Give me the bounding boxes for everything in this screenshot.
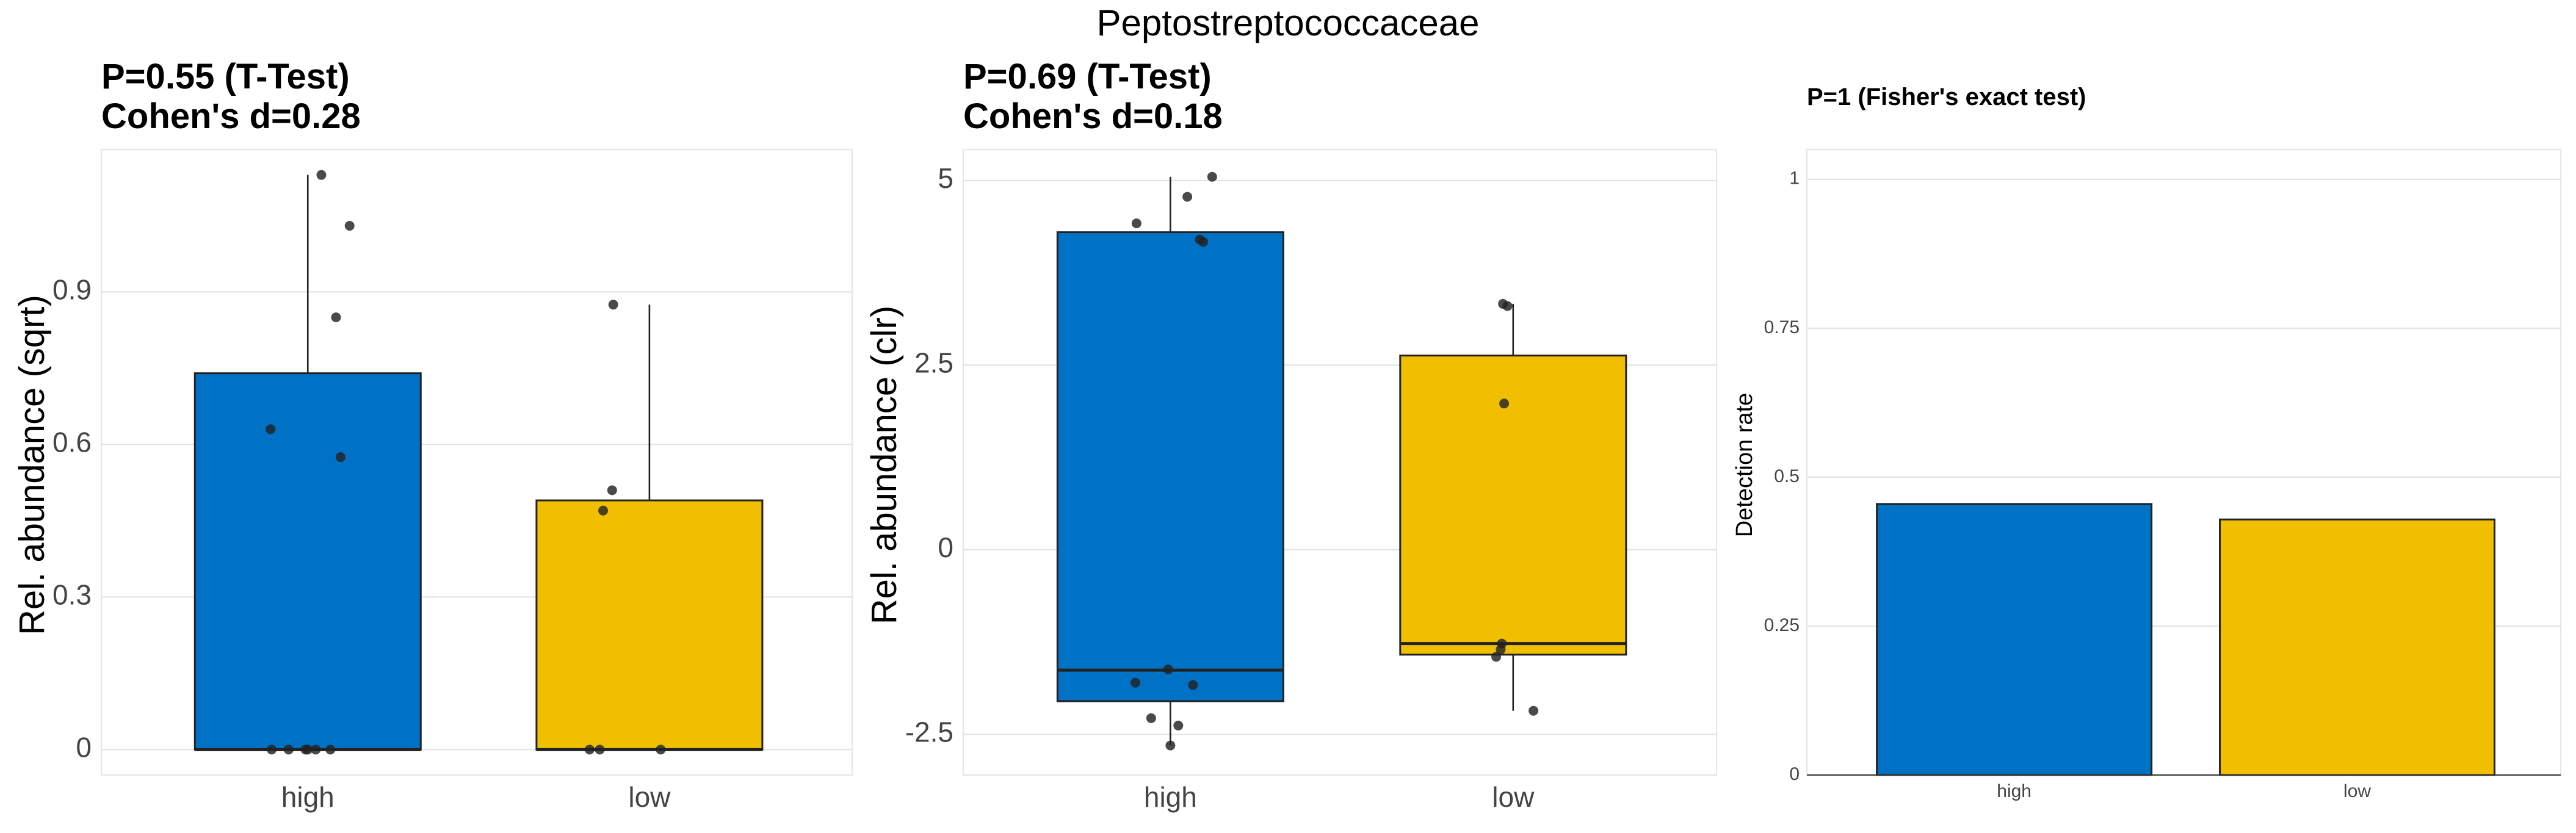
panel1-plot-area xyxy=(100,148,853,776)
panel1-data-point xyxy=(656,745,666,755)
panel2-y-tick-label: 5 xyxy=(938,162,953,194)
panel2-data-point xyxy=(1499,398,1510,409)
panel1-y-tick-label: 0.6 xyxy=(52,426,92,458)
panel2-data-point xyxy=(1529,705,1539,716)
panel-detection-rate: P=1 (Fisher's exact test) Detection rate… xyxy=(1732,84,2562,801)
panel3-y-tick-label: 0.75 xyxy=(1764,317,1800,337)
panel2-p-value: P=0.69 (T-Test) xyxy=(963,57,1212,96)
panel2-data-point xyxy=(1163,664,1173,674)
panel3-bar-high xyxy=(1876,503,2153,776)
panel2-marks xyxy=(1056,171,1627,751)
panel1-data-point xyxy=(267,745,277,755)
panel2-data-point xyxy=(1502,301,1513,311)
panel1-data-point xyxy=(331,312,341,322)
panel1-data-point xyxy=(344,221,355,231)
panel2-x-tick-label: high xyxy=(1144,781,1197,813)
panel3-y-tick-label: 0.25 xyxy=(1764,615,1800,635)
panel1-p-value: P=0.55 (T-Test) xyxy=(101,57,350,96)
panel2-x-ticks: high low xyxy=(1144,781,1535,813)
panel-clr-boxplot: P=0.69 (T-Test) Cohen's d=0.18 Rel. abun… xyxy=(864,57,1718,813)
panel2-y-tick-label: 2.5 xyxy=(914,347,953,379)
panel3-bar-low xyxy=(2219,518,2496,776)
panel3-x-tick-label: high xyxy=(1997,781,2031,801)
panel1-y-tick-label: 0.3 xyxy=(52,579,92,610)
panel2-y-tick-label: -2.5 xyxy=(905,716,953,748)
panel1-data-point xyxy=(266,424,276,435)
panel3-y-tick-label: 1 xyxy=(1789,168,1800,189)
panel2-cohens-d: Cohen's d=0.18 xyxy=(963,96,1223,136)
panel1-data-point xyxy=(598,505,609,516)
panel2-data-point xyxy=(1496,644,1506,655)
panel1-y-tick-label: 0 xyxy=(76,731,92,763)
panel2-plot-area xyxy=(962,148,1718,776)
panel2-data-point xyxy=(1131,677,1140,688)
panel2-data-point xyxy=(1182,192,1193,202)
panel3-y-tick-label: 0 xyxy=(1789,764,1800,784)
panel1-y-axis-label: Rel. abundance (sqrt) xyxy=(12,295,52,635)
panel1-marks xyxy=(194,170,764,755)
panel1-data-point xyxy=(311,745,321,755)
panel3-fisher-test: P=1 (Fisher's exact test) xyxy=(1807,84,2086,110)
panel2-data-point xyxy=(1198,237,1208,247)
panel2-data-point xyxy=(1131,218,1141,229)
panel1-data-point xyxy=(316,170,327,180)
panel1-x-tick-label: low xyxy=(628,781,671,813)
panel2-box-low xyxy=(1399,355,1627,656)
panel2-y-axis-label: Rel. abundance (clr) xyxy=(864,306,904,624)
panel1-data-point xyxy=(608,300,618,310)
panel2-data-point xyxy=(1207,171,1217,182)
panel2-data-point xyxy=(1165,740,1176,751)
panel1-data-point xyxy=(303,745,313,755)
panel2-box-high xyxy=(1056,231,1284,702)
panel3-x-tick-label: low xyxy=(2343,781,2371,801)
figure-title: Peptostreptococcaceae xyxy=(1096,2,1479,43)
panel2-y-tick-label: 0 xyxy=(938,532,953,563)
panel2-x-tick-label: low xyxy=(1492,781,1535,813)
panel1-data-point xyxy=(283,745,294,755)
panel1-y-tick-label: 0.9 xyxy=(52,273,92,305)
panel2-data-point xyxy=(1173,720,1184,730)
panel1-data-point xyxy=(584,745,595,755)
panel1-x-ticks: high low xyxy=(281,781,671,813)
panel1-cohens-d: Cohen's d=0.28 xyxy=(101,96,361,136)
panel3-y-axis-label: Detection rate xyxy=(1732,393,1757,538)
panel1-x-tick-label: high xyxy=(281,781,335,813)
panel3-y-tick-label: 0.5 xyxy=(1774,466,1800,486)
panel2-data-point xyxy=(1146,713,1156,723)
panel3-marks xyxy=(1807,503,2561,776)
panel1-data-point xyxy=(595,745,605,755)
panel1-data-point xyxy=(335,452,346,463)
panel1-data-point xyxy=(607,485,617,496)
panel3-x-ticks: high low xyxy=(1997,781,2371,801)
panel3-y-ticks: 0 0.25 0.5 0.75 1 xyxy=(1764,168,1800,784)
panel-sqrt-boxplot: P=0.55 (T-Test) Cohen's d=0.28 Rel. abun… xyxy=(12,57,853,813)
panel1-data-point xyxy=(325,745,336,755)
panel2-data-point xyxy=(1491,652,1502,662)
panel2-y-ticks: -2.5 0 2.5 5 xyxy=(905,162,953,748)
panel1-box-high xyxy=(194,372,422,751)
panel1-box-low xyxy=(535,499,764,751)
panel2-data-point xyxy=(1188,680,1198,690)
panel1-y-ticks: 0 0.3 0.6 0.9 xyxy=(52,273,92,763)
